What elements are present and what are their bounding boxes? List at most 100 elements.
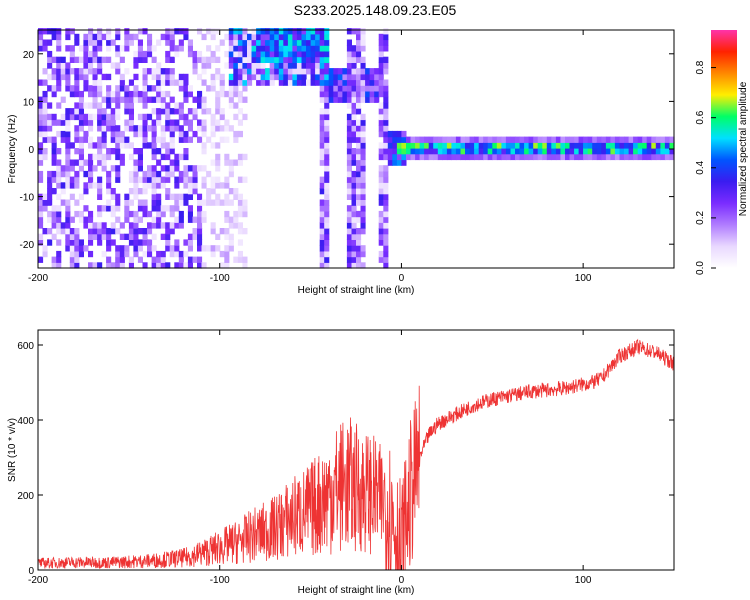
- spectrogram-cell: [60, 96, 66, 103]
- spectrogram-cell: [56, 148, 62, 155]
- spectrogram-cell: [151, 45, 157, 52]
- spectrogram-cell: [383, 125, 389, 132]
- spectrogram-cell: [160, 176, 166, 183]
- spectrogram-cell: [165, 228, 171, 235]
- y-tick-label: 400: [17, 416, 34, 427]
- spectrogram-cell: [92, 79, 98, 86]
- spectrogram-cell: [424, 148, 430, 155]
- spectrogram-cell: [51, 73, 57, 81]
- spectrogram-cell: [160, 108, 166, 115]
- spectrogram-cell: [624, 153, 630, 161]
- spectrogram-cell: [133, 33, 139, 41]
- spectrogram-cell: [351, 85, 357, 92]
- spectrogram-cell: [137, 45, 143, 52]
- spectrogram-cell: [115, 199, 121, 206]
- spectrogram-cell: [42, 245, 48, 252]
- spectrogram-cell: [169, 45, 175, 52]
- spectrogram-cell: [197, 96, 203, 103]
- spectrogram-cell: [160, 210, 166, 218]
- spectrogram-cell: [360, 79, 366, 86]
- spectrogram-cell: [115, 45, 121, 52]
- spectrogram-cell: [319, 90, 325, 98]
- spectrogram-cell: [419, 136, 425, 143]
- spectrogram-cell: [60, 68, 66, 75]
- spectrogram-cell: [60, 165, 66, 172]
- spectrogram-cell: [65, 45, 71, 52]
- spectrogram-cell: [88, 165, 94, 172]
- spectrogram-cell: [69, 216, 75, 223]
- spectrogram-cell: [356, 73, 362, 81]
- snr-frame: [37, 329, 675, 571]
- spectrogram-cell: [47, 176, 53, 183]
- spectrogram-cell: [88, 62, 94, 69]
- spectrogram-cell: [151, 199, 157, 206]
- spectrogram-cell: [306, 28, 312, 35]
- spectrogram-cell: [228, 102, 234, 109]
- spectrogram-cell: [324, 148, 330, 155]
- spectrogram-cell: [219, 108, 225, 115]
- spectrogram-cell: [383, 90, 389, 98]
- spectrogram-cell: [197, 193, 203, 200]
- spectrogram-cell: [378, 73, 384, 81]
- spectrogram-cell: [510, 153, 516, 161]
- spectrogram-cell: [42, 28, 48, 35]
- spectrogram-cell: [97, 193, 103, 200]
- spectrogram-cell: [233, 222, 239, 229]
- spectrogram-cell: [460, 153, 466, 161]
- spectrogram-cell: [160, 136, 166, 143]
- spectrogram-cell: [160, 68, 166, 75]
- spectrogram-cell: [147, 96, 153, 103]
- spectrogram-cell: [187, 119, 193, 126]
- spectrogram-cell: [38, 170, 44, 178]
- spectrogram-cell: [83, 85, 89, 92]
- spectrogram-cell: [306, 62, 312, 69]
- spectrogram-cell: [124, 39, 130, 46]
- spectrogram-cell: [97, 108, 103, 115]
- spectrogram-cell: [101, 142, 107, 149]
- spectrogram-cell: [88, 222, 94, 229]
- spectrogram-cell: [356, 102, 362, 109]
- spectrogram-cell: [410, 148, 416, 155]
- spectrogram-cell: [478, 153, 484, 161]
- spectrogram-cell: [319, 233, 325, 240]
- spectrogram-cell: [47, 228, 53, 235]
- spectrogram-cell: [233, 50, 239, 58]
- spectrogram-cell: [83, 102, 89, 109]
- spectrogram-cell: [165, 33, 171, 41]
- spectrogram-cell: [383, 153, 389, 161]
- spectrogram-cell: [333, 90, 339, 98]
- spectrogram-cell: [65, 136, 71, 143]
- spectrogram-cell: [133, 210, 139, 218]
- spectrogram-cell: [374, 79, 380, 86]
- spectrogram-cell: [342, 73, 348, 81]
- spectrogram-cell: [97, 153, 103, 161]
- spectrogram-cell: [251, 56, 257, 63]
- spectrogram-cell: [528, 142, 534, 149]
- spectrogram-cell: [219, 39, 225, 46]
- spectrogram-cell: [128, 90, 134, 98]
- spectrogram-cell: [101, 233, 107, 240]
- spectrogram-cell: [283, 28, 289, 35]
- spectrogram-cell: [97, 262, 103, 269]
- spectrogram-cell: [342, 96, 348, 103]
- spectrogram-cell: [324, 136, 330, 143]
- spectrogram-cell: [115, 193, 121, 200]
- spectrogram-cell: [183, 73, 189, 81]
- spectrogram-cell: [351, 50, 357, 58]
- spectrogram-cell: [133, 85, 139, 92]
- spectrogram-cell: [197, 50, 203, 58]
- spectrogram-cell: [215, 233, 221, 240]
- spectrogram-cell: [110, 228, 116, 235]
- spectrogram-cell: [147, 125, 153, 132]
- spectrogram-cell: [260, 45, 266, 52]
- spectrogram-cell: [65, 148, 71, 155]
- spectrogram-cell: [97, 159, 103, 166]
- spectrogram-cell: [351, 193, 357, 200]
- spectrogram-cell: [287, 56, 293, 63]
- spectrogram-cell: [56, 56, 62, 63]
- spectrogram-cell: [128, 176, 134, 183]
- spectrogram-cell: [242, 73, 248, 81]
- spectrogram-cell: [287, 50, 293, 58]
- spectrogram-cell: [269, 68, 275, 75]
